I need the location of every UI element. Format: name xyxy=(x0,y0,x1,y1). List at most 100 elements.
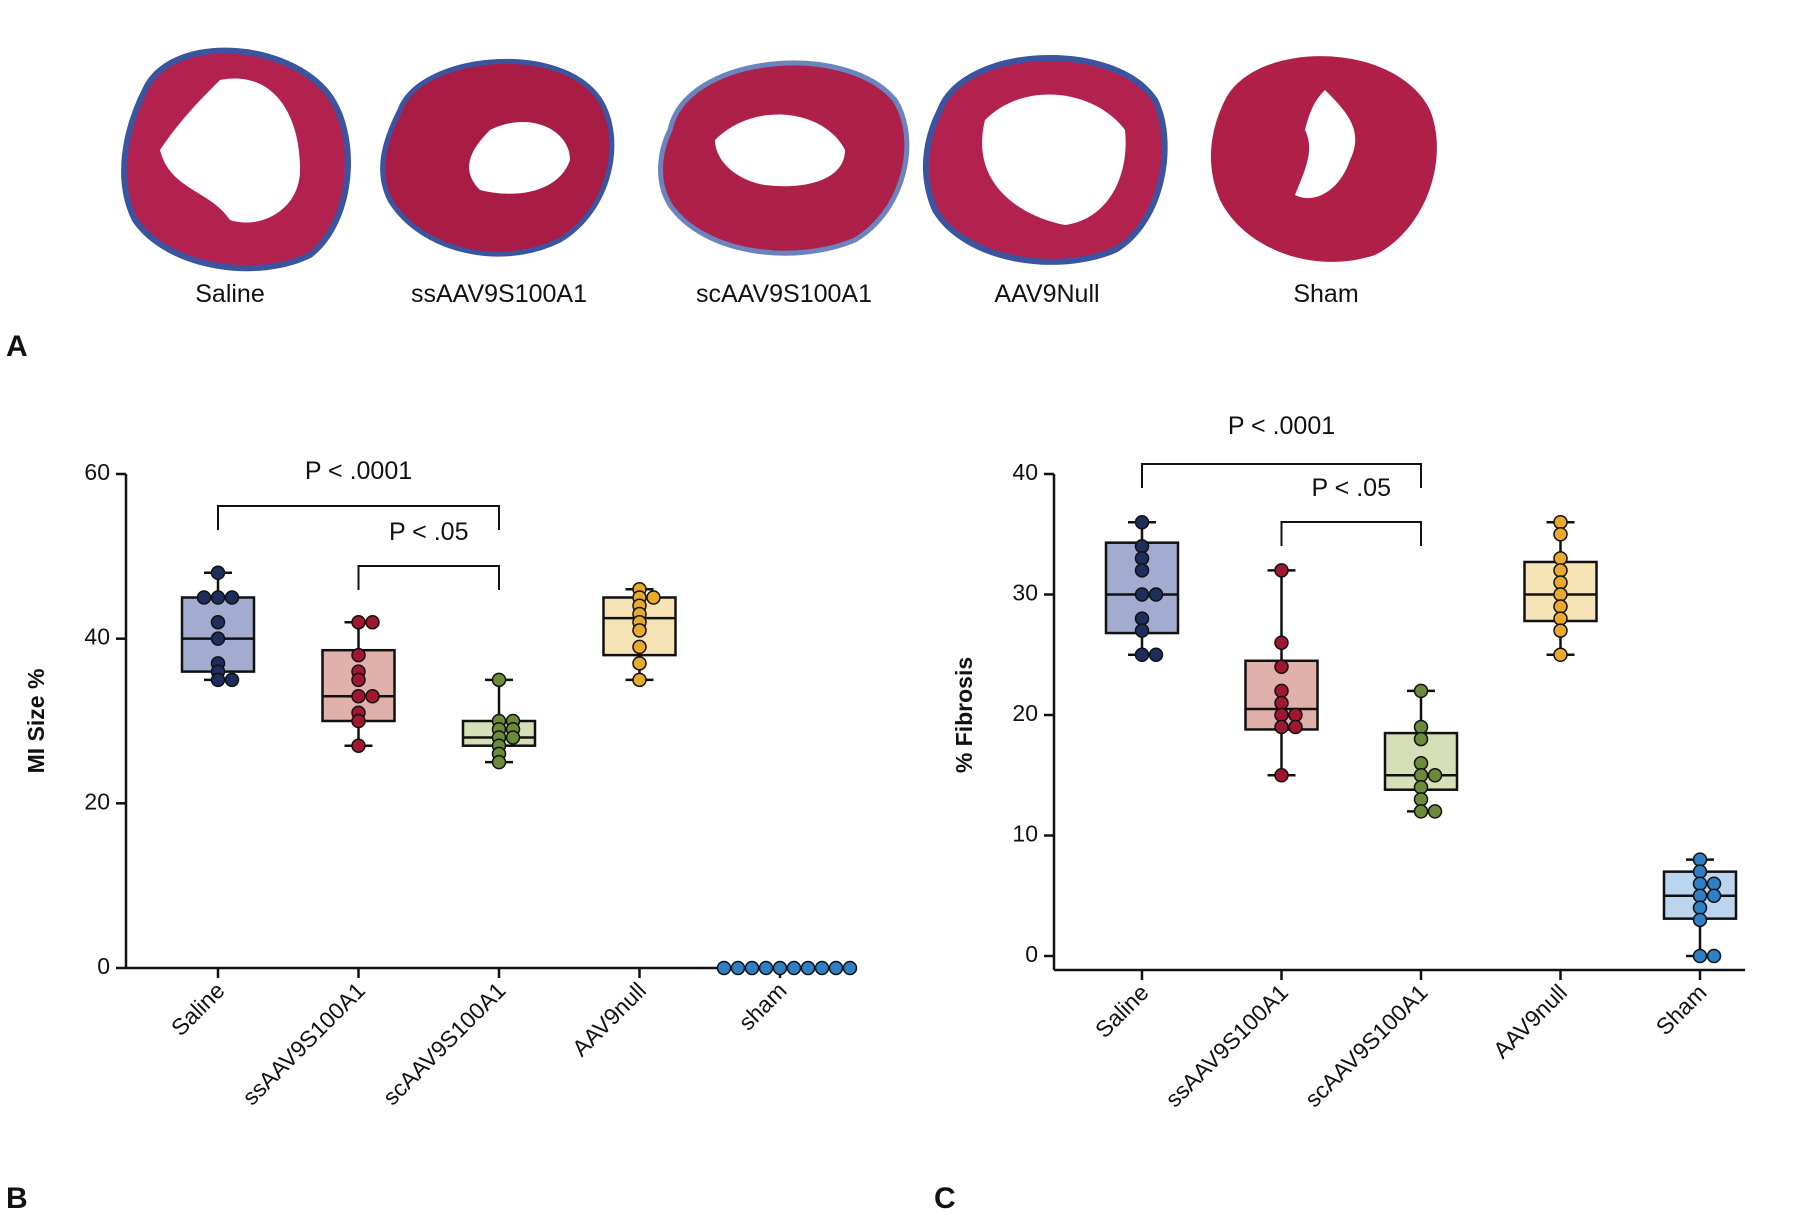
panel-label: C xyxy=(934,1182,956,1215)
x-tick-label: AAV9null xyxy=(567,977,651,1061)
data-point xyxy=(1553,647,1568,662)
significance-label: P < .05 xyxy=(1312,474,1391,502)
data-point xyxy=(224,590,240,605)
data-point xyxy=(1274,683,1289,699)
box-group xyxy=(1104,514,1180,662)
data-point xyxy=(1553,623,1568,638)
data-point xyxy=(1553,611,1568,626)
panel-label: B xyxy=(6,1182,28,1215)
x-tick-label: ssAAV9S100A1 xyxy=(1160,979,1293,1112)
y-axis-label: % Fibrosis xyxy=(951,657,977,773)
data-point xyxy=(1692,948,1708,964)
box-group xyxy=(180,565,256,688)
y-axis-label: MI Size % xyxy=(23,669,49,774)
data-point xyxy=(351,672,366,688)
data-point xyxy=(1413,768,1429,783)
data-point xyxy=(772,960,788,976)
image-caption: ssAAV9S100A1 xyxy=(411,280,587,308)
x-tick-label: scAAV9S100A1 xyxy=(378,977,511,1110)
y-tick-label: 20 xyxy=(84,788,110,814)
heart-image xyxy=(1210,56,1437,262)
data-point xyxy=(786,960,802,976)
data-point xyxy=(351,614,366,630)
data-point xyxy=(491,754,507,770)
data-point xyxy=(1706,876,1722,891)
data-point xyxy=(210,614,226,630)
data-point xyxy=(351,647,366,663)
data-point xyxy=(646,590,661,605)
data-point xyxy=(1692,900,1708,916)
data-point xyxy=(730,960,746,976)
data-point xyxy=(210,565,226,581)
significance-label: P < .0001 xyxy=(305,457,412,485)
data-point xyxy=(1413,683,1429,699)
data-point xyxy=(1148,647,1164,662)
data-point xyxy=(210,590,226,605)
x-tick-label: ssAAV9S100A1 xyxy=(237,977,370,1110)
data-point xyxy=(224,672,240,688)
data-point xyxy=(1706,888,1722,903)
x-tick-label: Saline xyxy=(1090,979,1154,1043)
data-point xyxy=(1692,852,1708,867)
data-point xyxy=(1134,563,1150,578)
data-point xyxy=(1413,731,1429,747)
data-point xyxy=(1274,707,1289,723)
data-point xyxy=(842,960,858,976)
data-point xyxy=(1692,888,1708,903)
data-point xyxy=(1274,768,1289,783)
data-point xyxy=(1274,695,1289,711)
data-point xyxy=(351,738,366,753)
data-point xyxy=(1413,804,1429,819)
data-point xyxy=(1692,864,1708,879)
data-point xyxy=(351,713,366,729)
data-point xyxy=(505,730,521,745)
image-caption: Sham xyxy=(1293,280,1358,308)
data-point xyxy=(1134,551,1150,566)
data-point xyxy=(1148,587,1164,602)
data-point xyxy=(744,960,760,976)
data-point xyxy=(828,960,844,976)
data-point xyxy=(632,623,647,638)
data-point xyxy=(210,672,226,688)
x-tick-label: Saline xyxy=(166,977,230,1041)
heart-image xyxy=(121,47,351,272)
data-point xyxy=(1553,563,1568,578)
significance-label: P < .0001 xyxy=(1228,412,1335,440)
data-point xyxy=(1692,912,1708,928)
image-caption: Saline xyxy=(195,280,265,308)
box-group xyxy=(321,614,396,753)
significance-bracket xyxy=(217,505,500,530)
data-point xyxy=(1553,514,1568,530)
y-tick-label: 40 xyxy=(1012,459,1038,485)
box-group xyxy=(1383,683,1459,819)
data-point xyxy=(1692,876,1708,891)
data-point xyxy=(1413,719,1429,735)
x-tick-label: AAV9null xyxy=(1488,979,1572,1063)
data-point xyxy=(1413,780,1429,795)
data-point xyxy=(1274,635,1289,650)
box-group xyxy=(461,672,537,770)
box-group xyxy=(602,582,677,688)
heart-image xyxy=(658,60,910,256)
histology-images xyxy=(121,47,1437,272)
y-tick-label: 30 xyxy=(1012,580,1038,606)
data-point xyxy=(1413,792,1429,807)
data-point xyxy=(1134,647,1150,662)
data-point xyxy=(1553,587,1568,602)
data-point xyxy=(1134,587,1150,602)
data-point xyxy=(632,639,647,655)
heart-image xyxy=(923,55,1168,265)
panel-label: A xyxy=(6,330,28,363)
data-point xyxy=(716,960,732,976)
data-point xyxy=(1553,599,1568,614)
data-point xyxy=(1274,719,1289,735)
heart-image xyxy=(380,58,615,257)
data-point xyxy=(1413,755,1429,771)
data-point xyxy=(351,689,366,704)
significance-bracket xyxy=(1141,463,1422,488)
data-point xyxy=(196,590,212,605)
data-point xyxy=(1427,804,1443,819)
data-point xyxy=(1553,551,1568,566)
data-point xyxy=(491,672,507,688)
data-point xyxy=(365,689,380,704)
